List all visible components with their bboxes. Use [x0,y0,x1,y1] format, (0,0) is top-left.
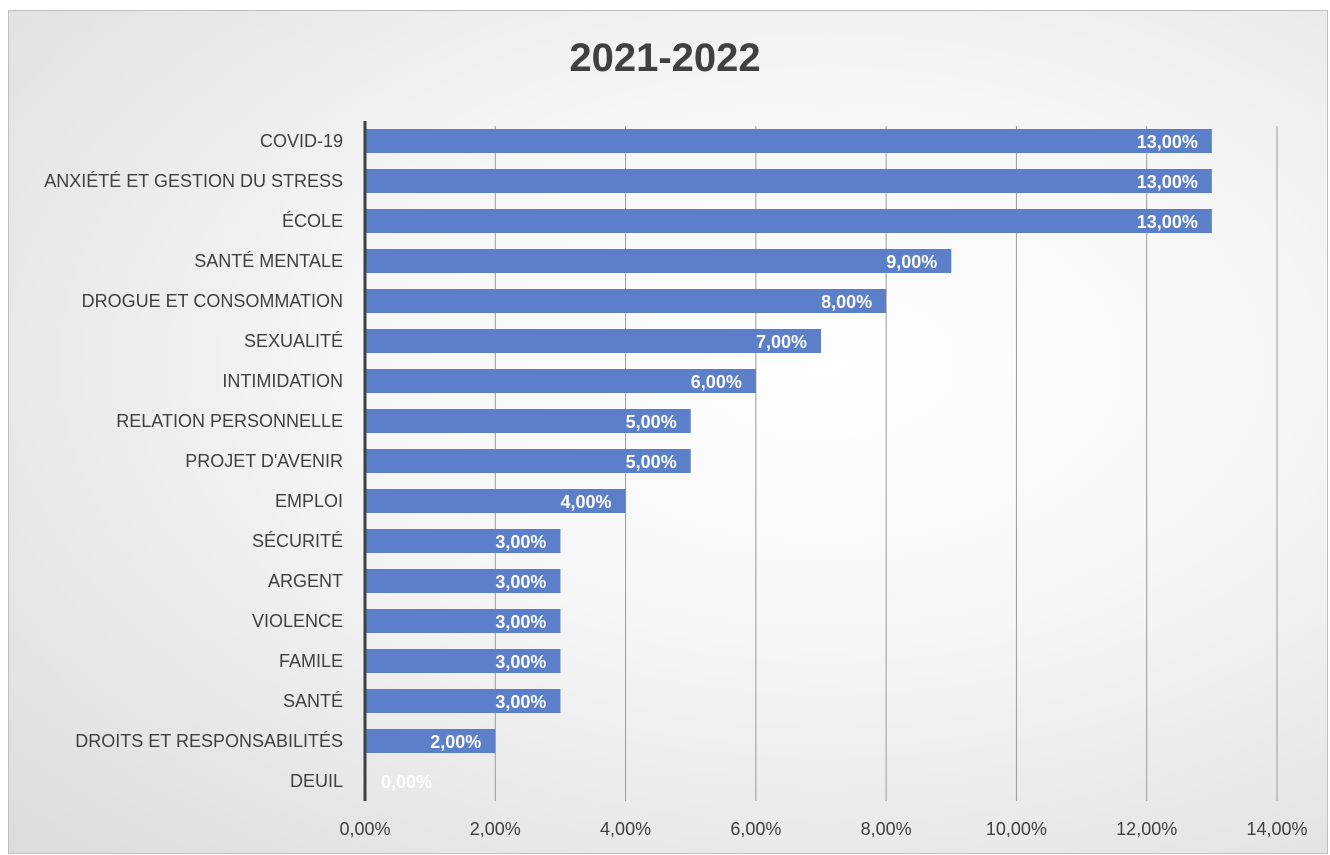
bar-4 [365,289,887,313]
x-tick-label-1: 2,00% [470,819,521,839]
category-label-16: DEUIL [290,771,343,791]
bar-15 [365,729,496,753]
data-label-0: 13,00% [1137,132,1198,152]
category-label-5: SEXUALITÉ [244,331,343,351]
category-label-13: FAMILE [279,651,343,671]
data-label-16: 0,00% [381,772,432,792]
data-label-13: 3,00% [495,652,546,672]
bar-6 [365,369,756,393]
category-label-10: SÉCURITÉ [252,531,343,551]
data-label-5: 7,00% [756,332,807,352]
x-tick-label-6: 12,00% [1116,819,1177,839]
category-label-12: VIOLENCE [252,611,343,631]
bar-7 [365,409,691,433]
category-label-4: DROGUE ET CONSOMMATION [82,291,343,311]
x-tick-label-3: 6,00% [730,819,781,839]
category-label-7: RELATION PERSONNELLE [116,411,343,431]
bar-0 [365,129,1212,153]
category-label-0: COVID-19 [260,131,343,151]
bar-2 [365,209,1212,233]
data-label-1: 13,00% [1137,172,1198,192]
data-label-6: 6,00% [691,372,742,392]
data-label-9: 4,00% [561,492,612,512]
category-label-1: ANXIÉTÉ ET GESTION DU STRESS [44,171,343,191]
data-label-15: 2,00% [430,732,481,752]
bar-3 [365,249,952,273]
category-label-3: SANTÉ MENTALE [194,251,343,271]
category-label-6: INTIMIDATION [222,371,343,391]
data-label-10: 3,00% [495,532,546,552]
category-label-8: PROJET D'AVENIR [185,451,343,471]
data-label-4: 8,00% [821,292,872,312]
x-tick-label-0: 0,00% [339,819,390,839]
category-label-9: EMPLOI [275,491,343,511]
bar-13 [365,649,561,673]
x-tick-label-2: 4,00% [600,819,651,839]
bar-5 [365,329,821,353]
bar-1 [365,169,1212,193]
data-label-11: 3,00% [495,572,546,592]
data-label-3: 9,00% [886,252,937,272]
bar-8 [365,449,691,473]
bar-10 [365,529,561,553]
chart-title: 2021-2022 [569,36,761,80]
bar-11 [365,569,561,593]
bar-14 [365,689,561,713]
category-label-15: DROITS ET RESPONSABILITÉS [75,731,343,751]
x-tick-label-7: 14,00% [1246,819,1307,839]
data-label-7: 5,00% [626,412,677,432]
x-tick-label-4: 8,00% [861,819,912,839]
data-label-2: 13,00% [1137,212,1198,232]
data-label-12: 3,00% [495,612,546,632]
category-label-11: ARGENT [268,571,343,591]
bar-9 [365,489,626,513]
data-label-8: 5,00% [626,452,677,472]
category-label-2: ÉCOLE [282,211,343,231]
x-tick-label-5: 10,00% [986,819,1047,839]
data-label-14: 3,00% [495,692,546,712]
category-label-14: SANTÉ [283,691,343,711]
bar-12 [365,609,561,633]
